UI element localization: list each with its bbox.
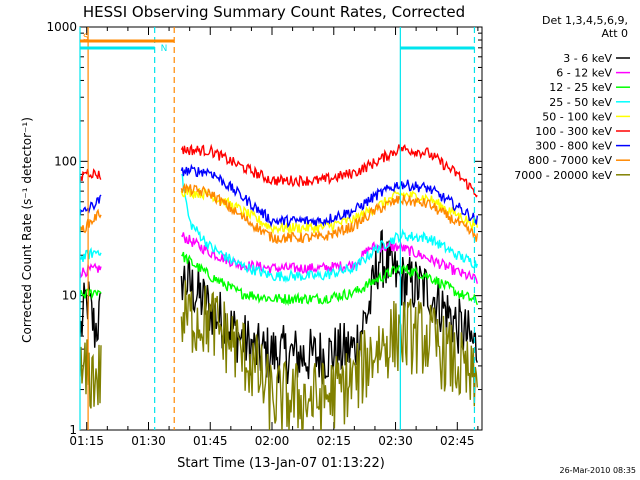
y-tick-label: 1 xyxy=(69,423,77,437)
x-tick-label: 02:00 xyxy=(255,434,290,448)
y-tick-label: 100 xyxy=(54,154,77,168)
legend-label: 300 - 800 keV xyxy=(535,140,612,153)
legend-label: 3 - 6 keV xyxy=(563,52,612,65)
series-line xyxy=(80,280,478,430)
x-axis-label: Start Time (13-Jan-07 01:13:22) xyxy=(177,456,385,471)
y-tick-label: 1000 xyxy=(46,20,77,34)
y-axis-label: Corrected Count Rate (s⁻¹ detector⁻¹) xyxy=(20,117,34,343)
x-tick-label: 01:45 xyxy=(193,434,228,448)
series-line xyxy=(80,163,478,229)
x-tick-label: 02:30 xyxy=(378,434,413,448)
x-tick-label: 02:45 xyxy=(440,434,475,448)
series-line xyxy=(80,232,478,284)
x-tick-label: 02:15 xyxy=(316,434,351,448)
series-line xyxy=(80,251,478,307)
series-line xyxy=(80,173,478,284)
plot-area: 1 10 100 1000 01:15 01:30 01:45 02:00 02:15 02:30… xyxy=(46,20,483,448)
series-line xyxy=(180,185,478,235)
footer-timestamp: 26-Mar-2010 08:35 xyxy=(560,466,637,475)
legend-label: 100 - 300 keV xyxy=(535,125,612,138)
x-tick-label: 01:15 xyxy=(69,434,104,448)
night-marker-label: N xyxy=(161,44,168,54)
legend-label: 12 - 25 keV xyxy=(549,81,612,94)
series-line xyxy=(80,143,478,198)
legend-header: Det 1,3,4,5,6,9, xyxy=(542,14,628,27)
x-tick-label: 01:30 xyxy=(131,434,166,448)
legend-label: 6 - 12 keV xyxy=(556,67,612,80)
series-group xyxy=(80,143,478,430)
series-line xyxy=(80,182,478,245)
legend-label: 7000 - 20000 keV xyxy=(514,169,612,182)
legend-label: 25 - 50 keV xyxy=(549,96,612,109)
legend-label: 50 - 100 keV xyxy=(542,110,612,123)
saa-marker-label: S xyxy=(83,33,89,43)
legend-label: 800 - 7000 keV xyxy=(528,154,612,167)
series-line xyxy=(80,229,478,385)
y-tick-label: 10 xyxy=(62,289,77,303)
chart-title: HESSI Observing Summary Count Rates, Cor… xyxy=(83,3,465,21)
legend-header: Att 0 xyxy=(602,27,628,40)
